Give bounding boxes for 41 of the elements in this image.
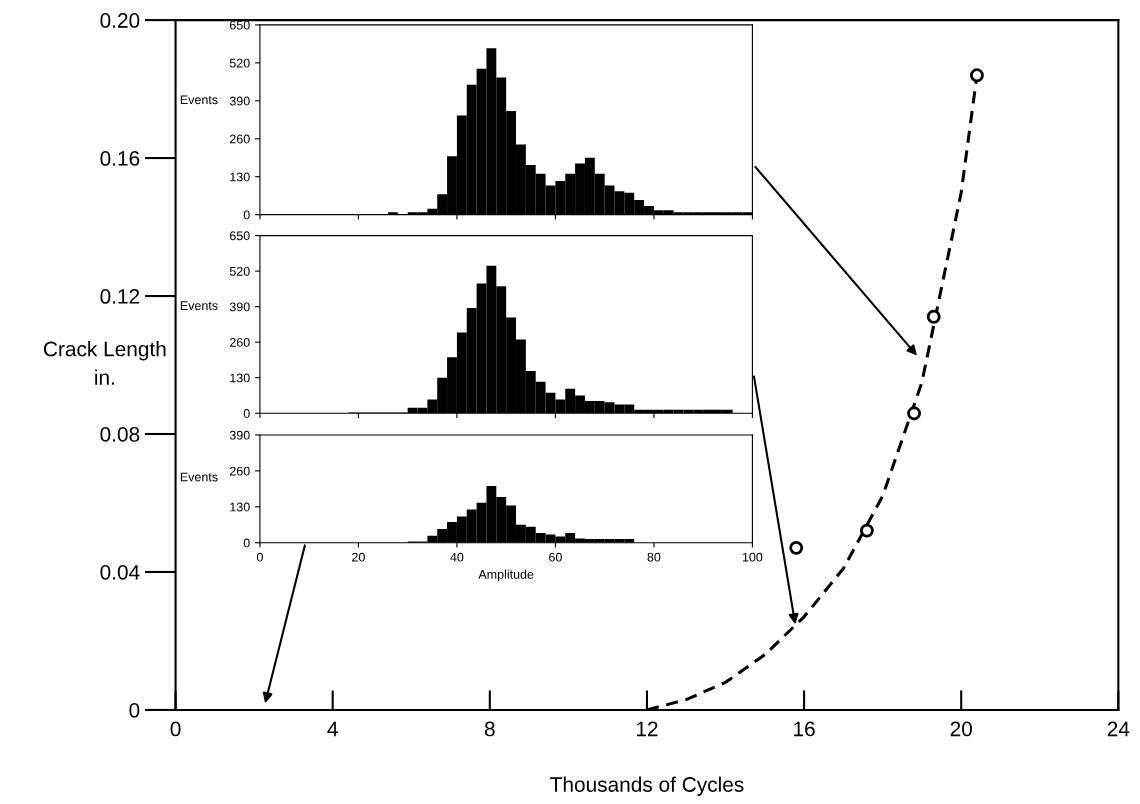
y-tick-label: 650	[229, 231, 250, 241]
y-tick-label: 130	[230, 373, 250, 383]
y-tick-label: 130	[230, 172, 250, 182]
x-tick-label: 24	[1107, 721, 1130, 737]
y-tick-label: 650	[229, 20, 250, 30]
x-axis-title: Amplitude	[478, 569, 534, 582]
y-tick-label: 520	[229, 266, 250, 276]
y-axis-title: Events	[180, 301, 218, 310]
x-tick-label: 8	[484, 721, 495, 737]
y-tick-label: 0	[243, 409, 250, 418]
y-tick-label: 0.08	[100, 427, 140, 442]
x-tick-label: 40	[450, 552, 464, 562]
x-tick-label: 60	[549, 552, 562, 562]
y-tick-label: 130	[230, 502, 250, 512]
y-axis-title: Events	[180, 95, 218, 105]
y-tick-label: 0.16	[100, 151, 140, 166]
y-tick-label: 260	[229, 337, 250, 347]
y-tick-label: 390	[229, 302, 250, 312]
y-axis-title: Crack Length in.	[43, 341, 166, 385]
y-tick-label: 0	[129, 702, 140, 718]
x-tick-label: 20	[950, 721, 972, 737]
x-tick-label: 20	[352, 552, 365, 562]
y-tick-label: 0	[243, 210, 250, 220]
y-tick-label: 0.12	[100, 289, 140, 304]
y-tick-label: 0	[243, 538, 250, 548]
y-tick-label: 260	[229, 466, 250, 476]
y-tick-label: 260	[229, 134, 250, 144]
x-tick-label: 80	[647, 552, 661, 562]
y-axis-title: Events	[180, 472, 218, 482]
x-tick-label: 16	[794, 721, 815, 737]
y-tick-label: 0.20	[100, 13, 140, 28]
x-tick-label: 100	[742, 552, 763, 562]
y-tick-label: 0.04	[100, 564, 140, 580]
x-tick-label: 4	[327, 721, 338, 737]
x-tick-label: 0	[256, 552, 263, 562]
x-axis-title: Thousands of Cycles	[550, 776, 744, 796]
y-tick-label: 390	[229, 430, 250, 440]
x-tick-label: 0	[170, 721, 181, 737]
y-tick-label: 390	[229, 96, 250, 106]
y-tick-label: 520	[229, 58, 250, 68]
x-tick-label: 12	[636, 721, 658, 737]
